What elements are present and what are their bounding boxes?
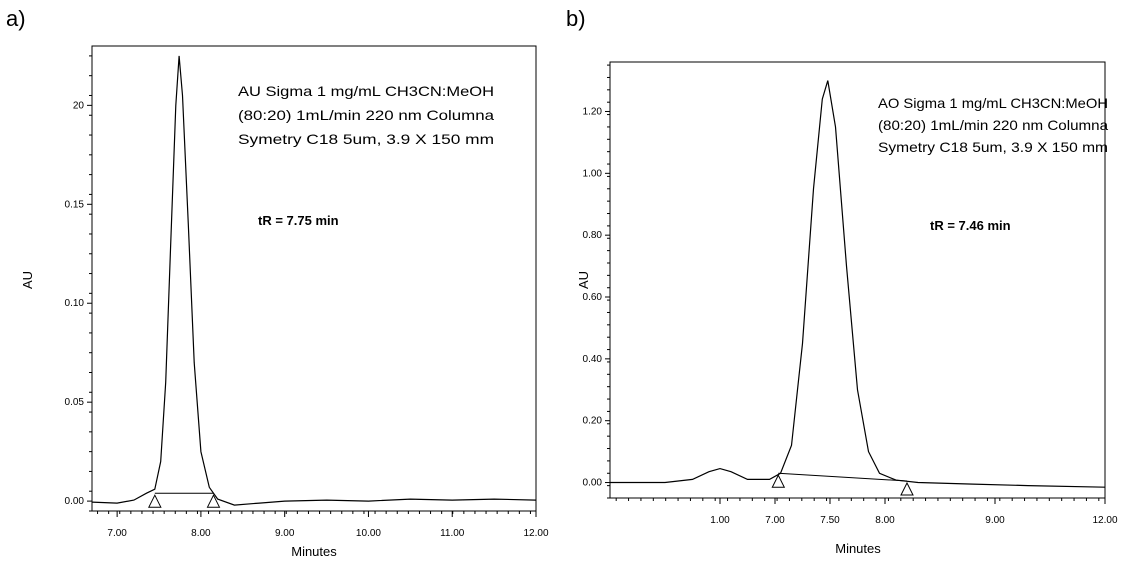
panel-a-y-tick-label: 0.00 [65, 496, 85, 507]
panel-a-y-axis-label: AU [20, 271, 35, 289]
panel-b-retention-time-label: tR = 7.46 min [930, 218, 1011, 233]
panel-b-method-annotation: AO Sigma 1 mg/mL CH3CN:MeOH [878, 95, 1108, 111]
panel-b-y-tick-label: 1.00 [583, 168, 603, 179]
panel-b-integration-marker [771, 474, 786, 488]
panel-a-x-axis-label: Minutes [291, 544, 337, 559]
panel-b-x-tick-label: 1.00 [710, 515, 730, 526]
panel-a-y-tick-label: 0.15 [65, 199, 85, 210]
panel-a-y-tick-label: 0.05 [65, 397, 85, 408]
panel-b-method-annotation: Symetry C18 5um, 3.9 X 150 mm [878, 139, 1108, 155]
panel-b-x-tick-label: 9.00 [985, 515, 1005, 526]
panel-a-x-tick-label: 8.00 [191, 528, 211, 539]
panel-b-integration-marker [900, 481, 914, 496]
panel-label-b: b) [566, 6, 586, 31]
panel-a-retention-time-label: tR = 7.75 min [258, 213, 339, 228]
panel-a-method-annotation: Symetry C18 5um, 3.9 X 150 mm [238, 131, 494, 147]
panel-a-y-tick-label: 0.10 [65, 298, 85, 309]
panel-b-x-tick-label: 12.00 [1092, 515, 1117, 526]
panel-label-a: a) [6, 6, 26, 31]
panel-a-plot-frame [91, 45, 537, 512]
panel-b-y-tick-label: 0.60 [583, 292, 603, 303]
panel-b-x-axis-label: Minutes [835, 541, 881, 556]
panel-a-method-annotation: AU Sigma 1 mg/mL CH3CN:MeOH [238, 83, 494, 99]
panel-a-x-tick-label: 10.00 [356, 528, 381, 539]
panel-b-x-tick-label: 7.00 [765, 515, 785, 526]
panel-a-y-tick-label: 20 [73, 100, 85, 111]
panel-a-x-tick-label: 11.00 [440, 528, 465, 539]
panel-a-x-tick-label: 7.00 [107, 528, 127, 539]
panel-a-method-annotation: (80:20) 1mL/min 220 nm Columna [238, 107, 494, 123]
panel-b-y-axis-label: AU [576, 271, 591, 289]
panel-b-y-tick-label: 1.20 [583, 106, 603, 117]
panel-b-y-tick-label: 0.40 [583, 354, 603, 365]
panel-b-plot-frame [609, 61, 1106, 499]
panel-b-y-tick-label: 0.80 [583, 230, 603, 241]
panel-b-x-tick-label: 7.50 [820, 515, 840, 526]
panel-a-integration-marker [206, 494, 221, 508]
panel-b-integration-baseline [778, 472, 908, 482]
panel-b-y-tick-label: 0.20 [583, 416, 603, 427]
panel-b-y-tick-label: 0.00 [583, 478, 603, 489]
panel-b-x-tick-label: 8.00 [875, 515, 895, 526]
panel-a-chromatogram-trace [91, 55, 537, 506]
panel-a-integration-marker [148, 494, 162, 508]
panel-a-x-tick-label: 12.00 [523, 528, 548, 539]
panel-a-x-tick-label: 9.00 [275, 528, 295, 539]
panel-b-method-annotation: (80:20) 1mL/min 220 nm Columna [878, 117, 1108, 133]
